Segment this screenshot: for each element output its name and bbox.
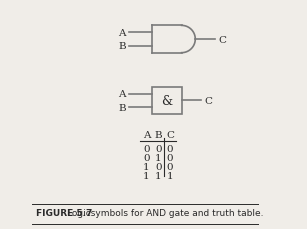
Text: B: B <box>118 103 126 112</box>
Text: B: B <box>118 42 126 51</box>
Text: 0: 0 <box>167 144 173 153</box>
Text: 0: 0 <box>143 153 150 162</box>
Text: C: C <box>166 131 174 139</box>
Text: 0: 0 <box>143 144 150 153</box>
Text: 0: 0 <box>167 153 173 162</box>
Text: &: & <box>161 94 173 107</box>
Text: FIGURE 5.7: FIGURE 5.7 <box>36 208 93 217</box>
Text: C: C <box>218 35 226 44</box>
Text: A: A <box>119 29 126 38</box>
Text: 1: 1 <box>155 153 161 162</box>
Text: 0: 0 <box>155 162 161 171</box>
Text: C: C <box>204 96 212 105</box>
Text: B: B <box>154 131 162 139</box>
Text: A: A <box>119 90 126 99</box>
Text: Logicsymbols for AND gate and truth table.: Logicsymbols for AND gate and truth tabl… <box>67 208 263 217</box>
Text: 1: 1 <box>167 171 173 180</box>
Text: 0: 0 <box>155 144 161 153</box>
Text: A: A <box>143 131 150 139</box>
Text: 0: 0 <box>167 162 173 171</box>
Text: 1: 1 <box>143 162 150 171</box>
Bar <box>152 87 182 114</box>
Text: 1: 1 <box>155 171 161 180</box>
Text: 1: 1 <box>143 171 150 180</box>
